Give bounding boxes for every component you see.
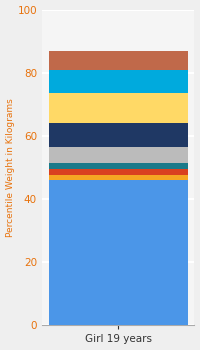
Bar <box>49 147 188 163</box>
Bar <box>49 93 188 123</box>
Bar <box>49 163 188 169</box>
Bar <box>49 51 188 70</box>
Bar <box>49 175 188 180</box>
Bar <box>49 123 188 147</box>
Bar <box>49 70 188 93</box>
Y-axis label: Percentile Weight in Kilograms: Percentile Weight in Kilograms <box>6 98 15 237</box>
Bar <box>49 180 188 326</box>
Bar <box>49 169 188 175</box>
